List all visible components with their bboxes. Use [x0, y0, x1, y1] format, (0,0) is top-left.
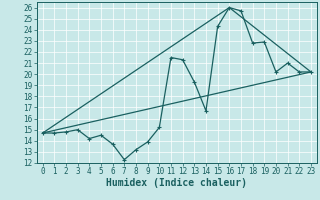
X-axis label: Humidex (Indice chaleur): Humidex (Indice chaleur) [106, 178, 247, 188]
